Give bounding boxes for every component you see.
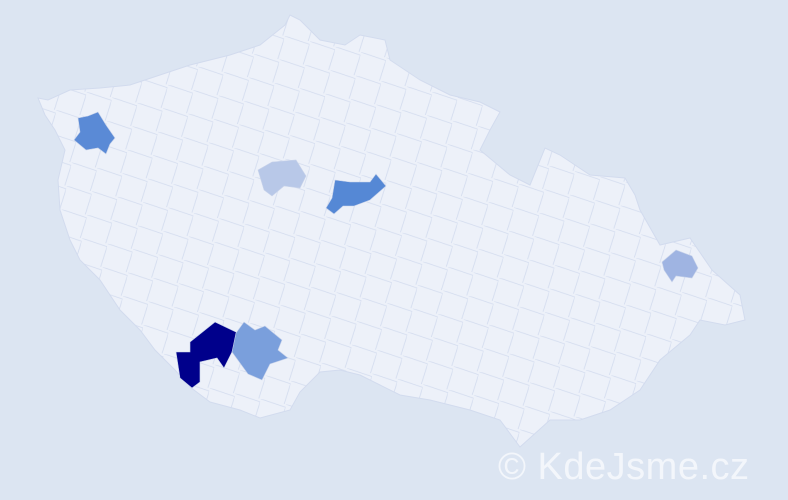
region-highlight-medium-central[interactable] <box>325 173 387 215</box>
country-outline <box>37 14 746 448</box>
region-highlight-medium-light[interactable] <box>231 321 289 381</box>
region-highlight-medium-northwest[interactable] <box>73 111 116 155</box>
region-highlight-light-east[interactable] <box>661 249 699 283</box>
watermark: © KdeJsme.cz <box>498 446 750 488</box>
region-highlight-light-central[interactable] <box>257 159 307 197</box>
